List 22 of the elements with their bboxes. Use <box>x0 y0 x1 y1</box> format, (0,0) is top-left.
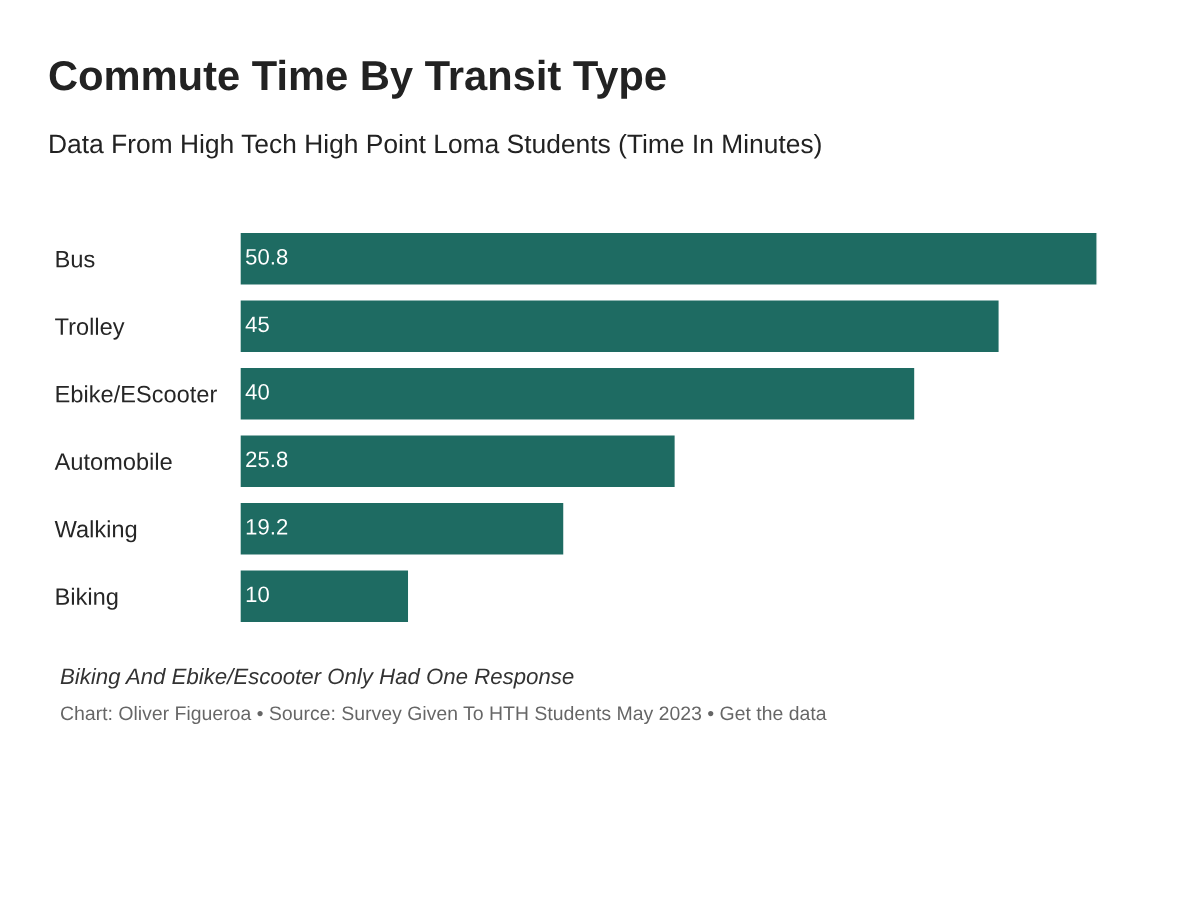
chart-title: Commute Time By Transit Type <box>49 59 666 99</box>
text: Chart: Oliver Figueroa • Source: Survey Given To HTH Students May 2023 • Get the data <box>60 705 827 725</box>
data-label: 50.8 <box>245 248 288 265</box>
text: Biking And Ebike/Escooter Only Had One Response <box>60 667 574 689</box>
data-label: 10 <box>246 586 269 603</box>
bar <box>240 434 677 489</box>
y-tick-label: Walking <box>54 520 137 543</box>
bar <box>240 231 1098 286</box>
y-tick-label: Automobile <box>54 452 172 471</box>
y-tick-label: Biking <box>56 587 118 610</box>
data-label: 40 <box>245 383 269 400</box>
y-tick-label: Ebike/EScooter <box>56 385 217 403</box>
bar <box>240 569 410 624</box>
y-tick-label: Bus <box>56 251 95 268</box>
chart-subtitle: Data From High Tech High Point Loma Students (Time In Minutes) <box>50 133 821 159</box>
bar <box>240 501 565 556</box>
bar <box>240 366 916 421</box>
data-label: 45 <box>245 316 269 333</box>
data-label: 19.2 <box>246 518 288 535</box>
bar <box>240 299 1000 354</box>
y-tick-label: Trolley <box>55 317 125 340</box>
data-label: 25.8 <box>246 451 288 468</box>
